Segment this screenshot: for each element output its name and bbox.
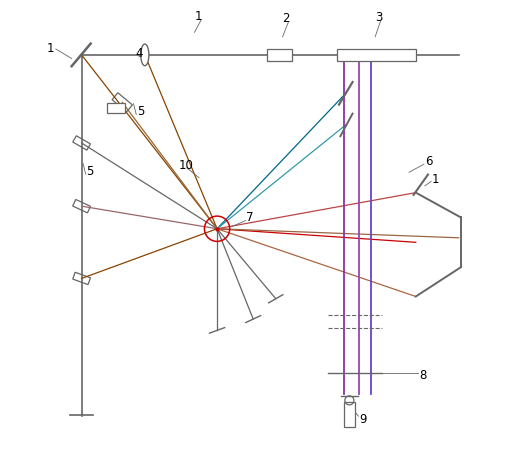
Text: 2: 2: [282, 12, 290, 25]
Text: 5: 5: [137, 105, 144, 118]
Text: 1: 1: [47, 42, 54, 55]
Polygon shape: [72, 272, 90, 284]
Text: 6: 6: [425, 154, 432, 168]
Text: 3: 3: [375, 11, 382, 24]
Bar: [337, 49, 416, 61]
Text: 4: 4: [135, 48, 143, 61]
Bar: [107, 103, 125, 113]
Text: 7: 7: [247, 211, 254, 224]
Polygon shape: [73, 136, 90, 150]
Text: 9: 9: [359, 413, 367, 426]
Polygon shape: [112, 93, 132, 112]
Text: 8: 8: [419, 369, 426, 382]
Polygon shape: [72, 199, 90, 213]
Bar: [267, 49, 291, 61]
Text: 5: 5: [87, 165, 94, 178]
Bar: [344, 402, 355, 427]
Text: 1: 1: [432, 173, 439, 186]
Ellipse shape: [141, 44, 149, 66]
Text: 1: 1: [195, 10, 202, 23]
Text: 10: 10: [179, 159, 194, 172]
